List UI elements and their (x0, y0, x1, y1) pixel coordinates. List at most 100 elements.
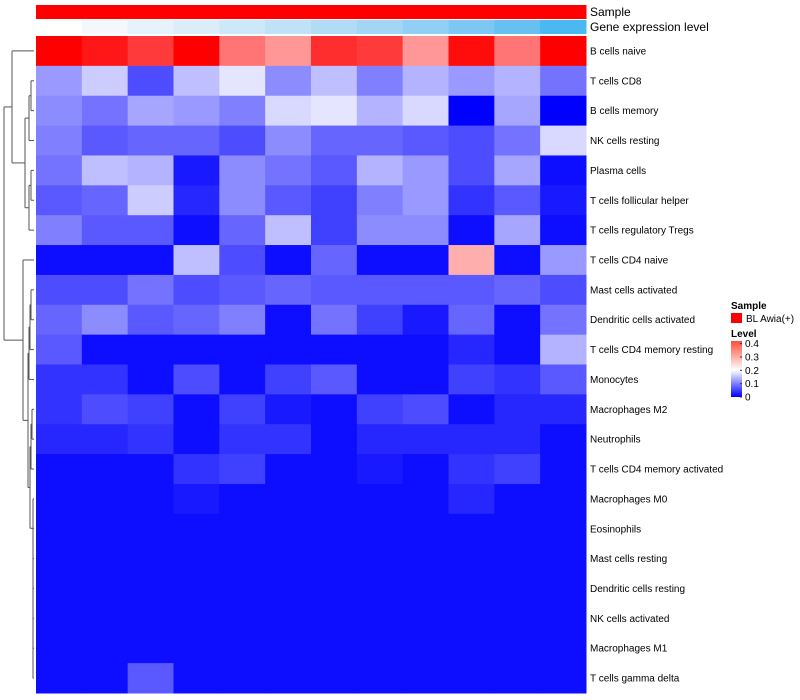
heatmap-cell (173, 334, 220, 365)
heatmap-cell (81, 454, 129, 485)
heatmap-cell (402, 215, 449, 246)
heatmap-cell (540, 663, 587, 694)
heatmap-cell (219, 454, 266, 485)
sample-annotation-cell (311, 5, 358, 19)
heatmap-cell (540, 543, 587, 575)
heatmap-cell (219, 573, 266, 604)
sample-track-label: Sample (590, 5, 631, 19)
heatmap-cell (311, 125, 358, 156)
heatmap-cell (81, 65, 129, 97)
heatmap-cell (356, 245, 404, 276)
heatmap-cell (402, 663, 449, 694)
heatmap-cell (448, 65, 495, 97)
sample-annotation-cell (36, 5, 83, 19)
heatmap-cell (265, 364, 312, 395)
legend-sample-swatch (731, 313, 742, 323)
row-label: Mast cells activated (590, 285, 677, 296)
heatmap-cell (173, 185, 220, 216)
heatmap-cell (36, 454, 83, 485)
heatmap-cell (494, 155, 541, 186)
heatmap-cell (127, 185, 174, 216)
heatmap-cell (311, 394, 358, 425)
heatmap-cell (356, 334, 404, 365)
heatmap-cell (311, 543, 358, 575)
heatmap-cell (448, 125, 495, 156)
heatmap-cell (356, 633, 404, 664)
heatmap-cell (402, 65, 449, 97)
heatmap-cell (311, 573, 358, 604)
heatmap-cell (356, 603, 404, 634)
heatmap-cell (540, 334, 587, 365)
heatmap-cell (81, 125, 129, 156)
row-label: B cells memory (590, 106, 658, 117)
heatmap-cell (311, 185, 358, 216)
heatmap-cell (356, 364, 404, 395)
heatmap-cell (127, 543, 174, 575)
heatmap-cell (540, 274, 587, 306)
heatmap-cell (81, 364, 129, 395)
heatmap-cell (311, 454, 358, 485)
heatmap-cell (219, 274, 266, 306)
heatmap-cell (448, 454, 495, 485)
heatmap-cell (81, 483, 129, 515)
legend-sample-title: Sample (731, 301, 767, 312)
heatmap-cell (127, 483, 174, 515)
heatmap-cell (36, 663, 83, 694)
heatmap-cell (36, 513, 83, 545)
heatmap-cell (81, 633, 129, 664)
heatmap-cell (311, 215, 358, 246)
heatmap-cell (356, 155, 404, 186)
heatmap-cell (356, 424, 404, 455)
row-label: NK cells activated (590, 614, 669, 625)
heatmap-cell (219, 304, 266, 336)
heatmap-cell (265, 483, 312, 515)
heatmap-cell (36, 483, 83, 515)
heatmap-cell (36, 65, 83, 97)
heatmap-cell (494, 215, 541, 246)
gene-expression-annotation-cell (81, 20, 129, 34)
gene-expression-annotation-cell (356, 20, 404, 34)
heatmap-cell (219, 245, 266, 276)
heatmap-cell (540, 245, 587, 276)
heatmap-cell (36, 245, 83, 276)
heatmap-cell (81, 663, 129, 694)
heatmap-cell (265, 125, 312, 156)
heatmap-cell (265, 603, 312, 634)
heatmap-cell (265, 573, 312, 604)
heatmap-cell (448, 543, 495, 575)
sample-annotation-cell (81, 5, 129, 19)
heatmap-cell (173, 513, 220, 545)
heatmap-cell (127, 454, 174, 485)
heatmap-cell (173, 304, 220, 336)
heatmap-cell (448, 603, 495, 634)
heatmap-cell (540, 95, 587, 127)
heatmap-cell (219, 513, 266, 545)
gene-expression-annotation-cell (540, 20, 587, 34)
sample-annotation-cell (540, 5, 587, 19)
heatmap-cell (540, 215, 587, 246)
heatmap-cell (356, 36, 404, 67)
heatmap-cell (265, 424, 312, 455)
heatmap-cell (356, 125, 404, 156)
legend-level-title: Level (731, 329, 757, 340)
heatmap-cell (127, 603, 174, 634)
heatmap-cell (494, 304, 541, 336)
heatmap-cell (540, 424, 587, 455)
heatmap-cell (127, 304, 174, 336)
heatmap-cell (494, 95, 541, 127)
row-label: T cells gamma delta (590, 674, 680, 685)
row-label: Plasma cells (590, 166, 646, 177)
heatmap-cell (81, 334, 129, 365)
heatmap-cell (36, 95, 83, 127)
legend: Sample BL Awia(+) Level 0.4 0.3 0.2 0.1 0 (731, 301, 794, 404)
heatmap-cell (81, 155, 129, 186)
heatmap-cell (494, 454, 541, 485)
sample-annotation-cell (356, 5, 404, 19)
heatmap-cell (402, 125, 449, 156)
heatmap-cell (356, 513, 404, 545)
heatmap-cell (448, 424, 495, 455)
sample-annotation-cell (173, 5, 220, 19)
heatmap-cell (311, 245, 358, 276)
heatmap-cell (448, 95, 495, 127)
heatmap-cell (540, 573, 587, 604)
